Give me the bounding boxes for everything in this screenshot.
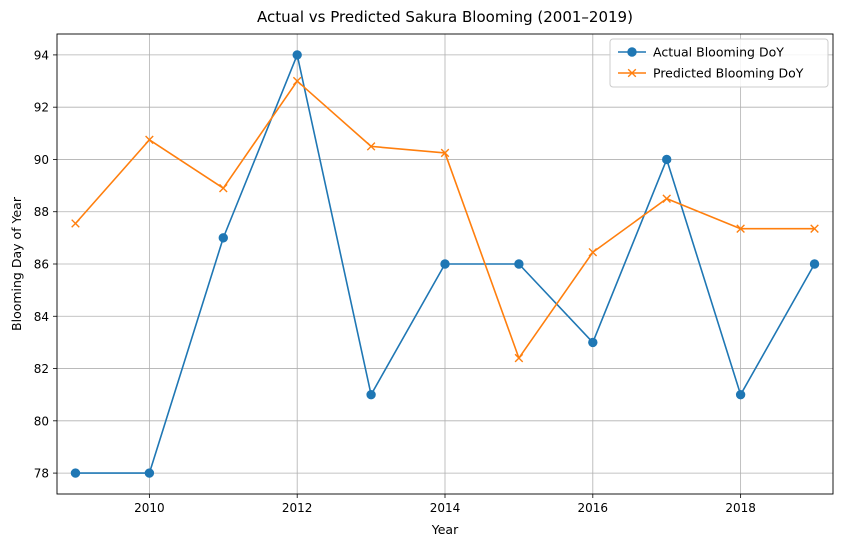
data-point-actual bbox=[662, 154, 672, 165]
y-tick-label: 82 bbox=[34, 362, 49, 376]
data-point-predicted bbox=[292, 76, 302, 86]
y-tick-label: 94 bbox=[34, 48, 49, 62]
y-tick-label: 80 bbox=[34, 414, 49, 428]
legend-label: Actual Blooming DoY bbox=[653, 45, 784, 60]
data-point-predicted bbox=[588, 247, 598, 257]
data-point-predicted bbox=[366, 142, 376, 151]
data-point-actual bbox=[218, 233, 228, 243]
legend-box bbox=[609, 38, 829, 88]
data-point-actual bbox=[440, 259, 450, 269]
x-tick-label: 2014 bbox=[430, 501, 461, 515]
data-point-predicted bbox=[514, 353, 524, 363]
x-tick-label: 2010 bbox=[134, 501, 165, 515]
data-point-predicted bbox=[810, 224, 819, 234]
data-point-actual bbox=[735, 389, 746, 400]
legend-label: Predicted Blooming DoY bbox=[653, 66, 804, 81]
data-point-actual bbox=[588, 337, 598, 348]
data-point-actual bbox=[809, 259, 820, 269]
data-point-predicted bbox=[440, 148, 450, 158]
legend-marker bbox=[627, 68, 637, 78]
y-tick-label: 92 bbox=[34, 101, 49, 115]
ticks: 2010 2012 2014 2016 2018 78 80 82 84 86 88 90 92 94 bbox=[34, 48, 756, 515]
x-tick-label: 2012 bbox=[282, 501, 313, 515]
data-point-actual bbox=[70, 468, 81, 478]
data-point-actual bbox=[514, 259, 524, 269]
legend-marker bbox=[627, 47, 637, 57]
data-point-predicted bbox=[71, 219, 80, 228]
data-point-actual bbox=[366, 389, 376, 400]
y-tick-label: 86 bbox=[34, 258, 49, 272]
data-point-predicted bbox=[662, 194, 672, 203]
legend: Actual Blooming DoY Predicted Blooming Do… bbox=[609, 38, 829, 88]
y-tick-label: 78 bbox=[34, 467, 49, 481]
y-axis-label: Blooming Day of Year bbox=[9, 196, 24, 331]
x-tick-label: 2018 bbox=[725, 501, 756, 515]
data-point-actual bbox=[292, 50, 302, 60]
data-point-predicted bbox=[736, 224, 745, 234]
y-tick-label: 90 bbox=[34, 153, 49, 167]
data-point-predicted bbox=[145, 135, 154, 145]
data-point-predicted bbox=[218, 183, 228, 193]
y-tick-label: 88 bbox=[34, 205, 49, 219]
chart-title: Actual vs Predicted Sakura Blooming (200… bbox=[257, 8, 633, 26]
y-tick-label: 84 bbox=[34, 310, 49, 324]
series-layer bbox=[70, 50, 820, 478]
x-tick-label: 2016 bbox=[578, 501, 609, 515]
data-point-actual bbox=[144, 468, 155, 478]
x-axis-label: Year bbox=[431, 522, 459, 537]
